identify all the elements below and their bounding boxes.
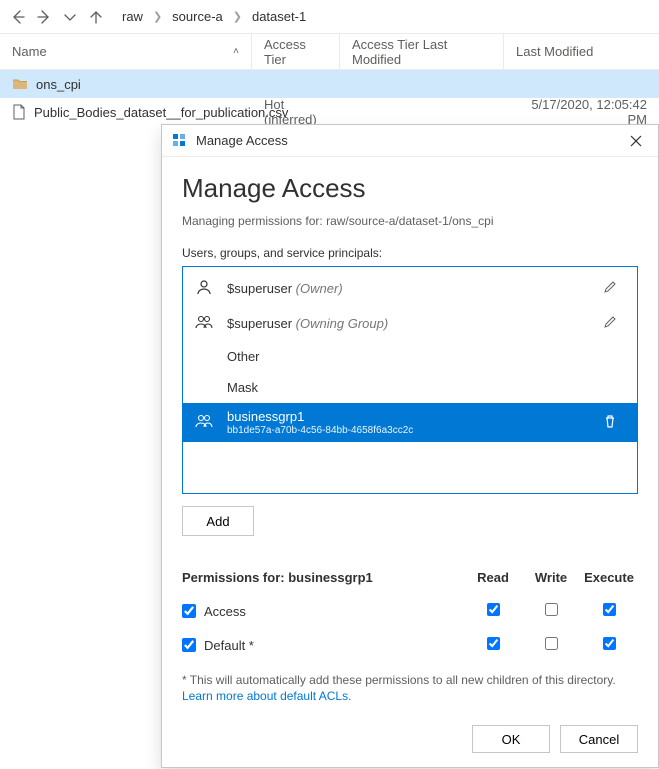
perm-row-access: Access (182, 603, 638, 619)
perm-read-checkbox[interactable] (487, 603, 500, 616)
breadcrumb: raw ❯ source-a ❯ dataset-1 (120, 9, 308, 24)
person-icon (195, 279, 213, 298)
permissions-for-label: Permissions for: businessgrp1 (182, 570, 464, 585)
principal-row[interactable]: Mask (183, 372, 637, 403)
chevron-right-icon: ❯ (153, 10, 162, 23)
chevron-right-icon: ❯ (233, 10, 242, 23)
table-row[interactable]: Public_Bodies_dataset__for_publication.c… (0, 98, 659, 126)
perm-row-label: Default * (204, 638, 254, 653)
breadcrumb-item[interactable]: raw (120, 9, 145, 24)
perm-col-execute: Execute (580, 570, 638, 585)
column-header-access-tier[interactable]: Access Tier (252, 34, 340, 69)
column-header-label: Name (12, 44, 47, 59)
delete-icon[interactable] (603, 414, 625, 431)
group-icon (195, 314, 213, 333)
edit-icon[interactable] (603, 315, 625, 332)
nav-back-icon[interactable] (8, 7, 28, 27)
managing-for-path: raw/source-a/dataset-1/ons_cpi (326, 214, 493, 228)
edit-icon[interactable] (603, 280, 625, 297)
perm-write-checkbox[interactable] (545, 603, 558, 616)
managing-for-label: Managing permissions for: (182, 214, 323, 228)
table-header: Name ˄ Access Tier Access Tier Last Modi… (0, 34, 659, 70)
perm-row-label: Access (204, 604, 246, 619)
file-name: Public_Bodies_dataset__for_publication.c… (34, 105, 288, 120)
breadcrumb-item[interactable]: source-a (170, 9, 225, 24)
principal-row[interactable]: $superuser (Owning Group) (183, 306, 637, 341)
column-header-last-modified[interactable]: Last Modified (504, 34, 659, 69)
group-icon (195, 413, 213, 432)
nav-forward-icon[interactable] (34, 7, 54, 27)
perm-row-default: Default * (182, 637, 638, 653)
folder-icon (12, 76, 28, 92)
column-header-name[interactable]: Name ˄ (0, 34, 252, 69)
nav-recent-icon[interactable] (60, 7, 80, 27)
principal-row-selected[interactable]: businessgrp1 bb1de57a-a70b-4c56-84bb-465… (183, 403, 637, 442)
dialog-subheading: Managing permissions for: raw/source-a/d… (182, 214, 638, 228)
column-header-access-tier-modified[interactable]: Access Tier Last Modified (340, 34, 504, 69)
principal-name: businessgrp1 bb1de57a-a70b-4c56-84bb-465… (227, 409, 603, 436)
perm-enable-checkbox[interactable] (182, 604, 196, 618)
manage-access-dialog: Manage Access Manage Access Managing per… (161, 124, 659, 768)
learn-more-link[interactable]: Learn more about default ACLs. (182, 689, 351, 703)
perm-col-write: Write (522, 570, 580, 585)
perm-read-checkbox[interactable] (487, 637, 500, 650)
perm-write-checkbox[interactable] (545, 637, 558, 650)
principal-name: $superuser (Owner) (227, 281, 603, 296)
last-modified: 5/17/2020, 12:05:42 PM (504, 97, 659, 127)
principals-listbox[interactable]: $superuser (Owner) $superuser (Owning Gr… (182, 266, 638, 494)
principal-row[interactable]: $superuser (Owner) (183, 267, 637, 306)
principal-row[interactable]: Other (183, 341, 637, 372)
dialog-title: Manage Access (196, 133, 624, 148)
add-button[interactable]: Add (182, 506, 254, 536)
access-tier: Hot (inferred) (252, 97, 340, 127)
acl-icon (172, 133, 188, 149)
file-icon (12, 104, 26, 120)
close-icon[interactable] (624, 129, 648, 153)
cancel-button[interactable]: Cancel (560, 725, 638, 753)
perm-execute-checkbox[interactable] (603, 603, 616, 616)
perm-footnote: * This will automatically add these perm… (182, 673, 638, 687)
nav-up-icon[interactable] (86, 7, 106, 27)
table-row[interactable]: ons_cpi (0, 70, 659, 98)
principals-label: Users, groups, and service principals: (182, 246, 638, 260)
ok-button[interactable]: OK (472, 725, 550, 753)
perm-execute-checkbox[interactable] (603, 637, 616, 650)
breadcrumb-item[interactable]: dataset-1 (250, 9, 308, 24)
perm-col-read: Read (464, 570, 522, 585)
sort-asc-icon: ˄ (233, 46, 239, 57)
perm-enable-checkbox[interactable] (182, 638, 196, 652)
file-name: ons_cpi (36, 77, 81, 92)
principal-name: $superuser (Owning Group) (227, 316, 603, 331)
dialog-heading: Manage Access (182, 173, 638, 204)
